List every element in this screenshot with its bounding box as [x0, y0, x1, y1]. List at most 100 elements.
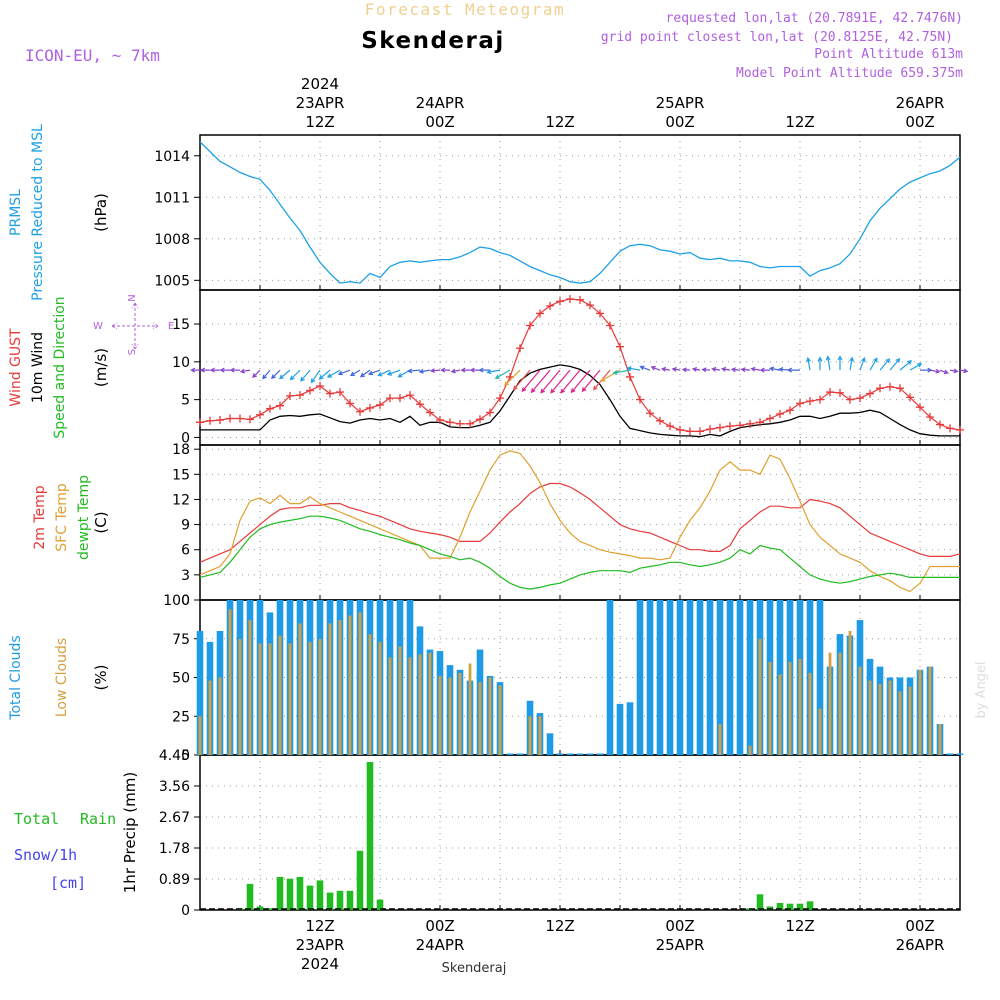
info-line-3: Point Altitude 613m — [814, 47, 963, 62]
low-cloud-bar — [888, 680, 892, 755]
low-cloud-bar — [848, 631, 852, 755]
y-tick-label: 6 — [181, 543, 190, 559]
gust-marker — [956, 425, 964, 434]
low-cloud-bar — [448, 677, 452, 755]
low-cloud-bar — [328, 623, 332, 756]
wind-direction-arrow — [407, 368, 421, 374]
rain-bar — [276, 876, 284, 910]
wind-direction-arrow — [262, 369, 271, 380]
wind-direction-arrow — [929, 368, 941, 374]
gust-marker — [406, 391, 414, 400]
bottom-time-label: 12Z — [545, 917, 574, 935]
low-cloud-bar — [778, 674, 782, 755]
gust-marker — [726, 422, 734, 431]
gust-marker — [856, 394, 864, 403]
gust-marker — [696, 427, 704, 436]
gust-marker — [256, 410, 264, 419]
info-line-1: requested lon,lat (20.7891E, 42.7476N) — [666, 11, 963, 26]
panel-frame — [199, 754, 961, 911]
total-cloud-bar — [706, 600, 714, 755]
gust-marker — [686, 427, 694, 436]
wind-direction-arrow — [540, 369, 561, 394]
rain-bar — [776, 903, 784, 910]
bottom-time-label: 00Z — [905, 917, 934, 935]
info-line-2: grid point closest lon,lat (20.8125E, 42… — [601, 30, 953, 45]
wind-direction-arrow — [560, 369, 581, 394]
wind-direction-arrow — [612, 369, 631, 375]
y-tick-label: 18 — [172, 442, 190, 458]
bottom-time-label: 12Z — [785, 917, 814, 935]
wind-direction-arrow — [889, 357, 901, 371]
panel-temperature: 0 3 6 9 12 15 18 (C) — [92, 442, 961, 609]
wind-direction-arrow — [919, 367, 933, 373]
side-label: Speed and Direction — [52, 296, 68, 438]
side-label: 10m Wind — [30, 332, 46, 403]
low-cloud-bar — [488, 677, 492, 755]
wind-direction-arrow — [326, 369, 341, 378]
gust-marker — [586, 301, 594, 310]
side-label: dewpt Temp — [76, 475, 92, 560]
gust-marker — [466, 419, 474, 428]
total-cloud-bar — [196, 631, 204, 755]
wind-direction-arrow — [879, 358, 891, 371]
gust-marker — [296, 391, 304, 400]
gust-marker — [316, 382, 324, 391]
wind-direction-arrow — [806, 356, 811, 371]
precip-side-label: [cm] — [50, 874, 86, 892]
gust-marker — [946, 424, 954, 433]
total-cloud-bar — [676, 600, 684, 755]
wind-direction-arrow — [512, 369, 531, 391]
gust-marker — [546, 301, 554, 310]
rain-bar — [376, 899, 384, 910]
wind-direction-arrow — [359, 369, 371, 378]
y-tick-label: 25 — [172, 709, 190, 725]
compass-rose: N S W E — [93, 294, 174, 355]
wind-direction-arrow — [869, 357, 878, 371]
wind-direction-arrow — [750, 366, 761, 372]
top-time-label: 12Z — [305, 113, 334, 131]
wind-direction-arrow — [600, 369, 621, 382]
rain-bar — [306, 885, 314, 910]
model-label: ICON-EU, ~ 7km — [25, 46, 160, 65]
wind-direction-arrow — [450, 368, 461, 374]
total-cloud-bar — [946, 753, 954, 755]
wind-direction-arrow — [252, 369, 261, 378]
bottom-time-label: 00Z — [665, 917, 694, 935]
gust-marker — [516, 344, 524, 353]
wind-direction-arrow — [337, 369, 351, 376]
wind-direction-arrow — [786, 367, 801, 373]
side-label: 2m Temp — [32, 485, 48, 549]
gust-marker — [596, 309, 604, 318]
low-cloud-bar — [248, 620, 252, 755]
wind-direction-arrow — [650, 365, 661, 371]
low-cloud-bar — [758, 638, 762, 756]
total-cloud-bar — [726, 600, 734, 755]
total-cloud-bar — [516, 753, 524, 755]
low-cloud-bar — [438, 676, 442, 755]
wind-direction-arrow — [349, 369, 361, 377]
gust-marker — [866, 389, 874, 398]
wind-direction-arrow — [486, 369, 501, 375]
meteogram-subtitle: Forecast Meteogram — [365, 0, 565, 19]
wind-direction-arrow — [626, 366, 641, 371]
wind-direction-arrow — [939, 369, 949, 375]
bottom-time-label: 2024 — [301, 955, 339, 973]
y-tick-label: 3 — [181, 568, 190, 584]
low-cloud-bar — [468, 663, 472, 755]
low-cloud-bar — [288, 643, 292, 755]
low-cloud-bar — [538, 716, 542, 756]
wind-direction-arrow — [720, 366, 731, 372]
gust-marker — [766, 414, 774, 423]
wind-direction-arrow — [300, 369, 311, 382]
y-tick-label: 3.56 — [159, 779, 190, 795]
total-cloud-bar — [746, 600, 754, 755]
low-cloud-bar — [428, 652, 432, 755]
gust-marker — [526, 321, 534, 330]
info-line-4: Model Point Altitude 659.375m — [736, 66, 963, 81]
total-cloud-bar — [566, 753, 574, 755]
side-label: Pressure Reduced to MSL — [30, 124, 46, 301]
wind-direction-arrow — [768, 366, 781, 372]
wind-direction-arrow — [478, 367, 491, 373]
low-cloud-bar — [358, 612, 362, 755]
low-cloud-bar — [828, 652, 832, 755]
